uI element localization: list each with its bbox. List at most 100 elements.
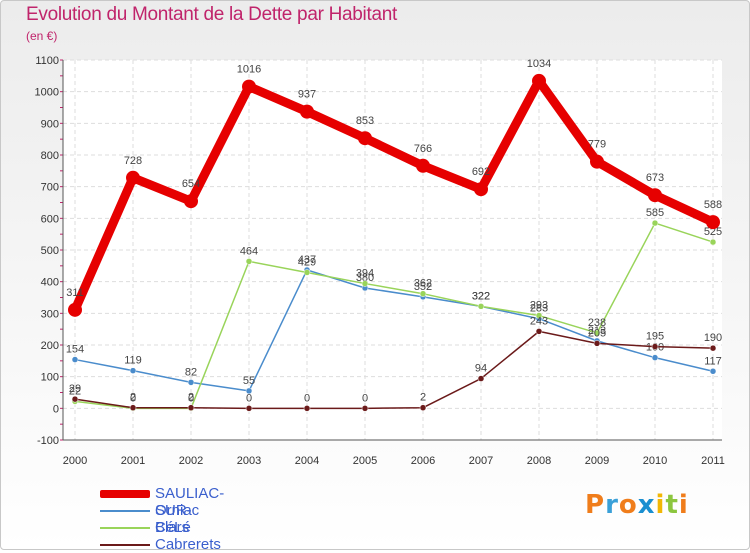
data-label: 195 bbox=[646, 331, 664, 343]
legend-swatch-cabrerets bbox=[100, 544, 150, 546]
data-label: 2 bbox=[420, 392, 426, 404]
data-point bbox=[184, 194, 198, 209]
data-point bbox=[361, 280, 369, 287]
data-point bbox=[593, 329, 601, 337]
x-tick-label: 2009 bbox=[585, 455, 609, 467]
data-label: 22 bbox=[69, 385, 81, 397]
logo-letter: o bbox=[618, 490, 638, 520]
data-point bbox=[68, 302, 82, 317]
y-tick-label: 0 bbox=[53, 403, 59, 415]
data-label: 728 bbox=[124, 155, 142, 167]
y-tick-label: 800 bbox=[41, 150, 59, 162]
data-point bbox=[361, 405, 369, 412]
chart-title: Evolution du Montant de la Dette par Hab… bbox=[26, 4, 397, 25]
data-point bbox=[129, 404, 137, 411]
data-point bbox=[187, 379, 195, 386]
proxiti-logo: Proxiti bbox=[585, 490, 689, 520]
data-point bbox=[535, 328, 543, 335]
data-point bbox=[419, 404, 427, 411]
data-label: 464 bbox=[240, 245, 258, 257]
logo-letter: P bbox=[585, 490, 606, 520]
data-point bbox=[709, 344, 717, 352]
data-point bbox=[532, 73, 546, 88]
data-label: 94 bbox=[475, 363, 487, 375]
series-line bbox=[70, 76, 718, 315]
data-label: 154 bbox=[66, 344, 84, 356]
y-tick-label: 500 bbox=[41, 245, 59, 257]
data-label: 362 bbox=[414, 278, 432, 290]
x-tick-label: 2000 bbox=[63, 455, 87, 467]
data-label: 0 bbox=[304, 392, 310, 404]
data-label: 525 bbox=[704, 226, 722, 238]
legend-swatch-sauliac bbox=[100, 490, 150, 498]
data-point bbox=[651, 219, 659, 227]
data-label: 55 bbox=[243, 375, 255, 387]
data-label: 429 bbox=[298, 256, 316, 268]
y-tick-label: 1000 bbox=[35, 87, 59, 99]
data-label: 117 bbox=[704, 355, 722, 367]
data-point bbox=[590, 154, 604, 169]
legend-swatch-orniac bbox=[100, 510, 150, 512]
data-point bbox=[419, 290, 427, 297]
x-tick-label: 2005 bbox=[353, 455, 377, 467]
data-label: 673 bbox=[646, 172, 664, 184]
y-tick-label: 300 bbox=[41, 308, 59, 320]
data-point bbox=[651, 343, 659, 350]
data-label: 190 bbox=[704, 332, 722, 344]
x-tick-label: 2006 bbox=[411, 455, 435, 467]
x-tick-label: 2010 bbox=[643, 455, 667, 467]
data-label: 585 bbox=[646, 207, 664, 219]
legend-label-orniac: Orniac bbox=[155, 502, 200, 519]
data-point bbox=[245, 405, 253, 412]
data-label: 82 bbox=[185, 366, 197, 378]
data-label: 0 bbox=[246, 392, 252, 404]
data-label: 243 bbox=[530, 315, 548, 327]
y-tick-label: 400 bbox=[41, 277, 59, 289]
logo-letter: i bbox=[678, 490, 689, 520]
data-label: 692 bbox=[472, 166, 490, 178]
data-point bbox=[477, 303, 485, 310]
data-label: 588 bbox=[704, 199, 722, 211]
data-point bbox=[535, 312, 543, 319]
x-tick-label: 2011 bbox=[701, 455, 725, 467]
unit-label: (en €) bbox=[26, 29, 58, 43]
data-label: 205 bbox=[588, 327, 606, 339]
x-tick-label: 2003 bbox=[237, 455, 261, 467]
logo-letter: t bbox=[665, 490, 679, 520]
data-label: 654 bbox=[182, 178, 200, 190]
data-point bbox=[477, 375, 485, 382]
data-label: 937 bbox=[298, 89, 316, 101]
data-label: 322 bbox=[472, 290, 490, 302]
data-point bbox=[129, 367, 137, 374]
x-tick-label: 2001 bbox=[121, 455, 145, 467]
y-tick-label: -100 bbox=[37, 435, 59, 447]
legend-label-sauliac: SAULIAC-SUR-CéLé bbox=[155, 485, 225, 536]
y-tick-label: 1100 bbox=[35, 55, 59, 67]
legend-label-blars: Blars bbox=[155, 519, 190, 536]
data-point bbox=[126, 170, 140, 185]
data-point bbox=[648, 188, 662, 203]
logo-letter: i bbox=[655, 490, 666, 520]
data-point bbox=[416, 158, 430, 173]
legend-swatch-blars bbox=[100, 527, 150, 529]
y-tick-label: 700 bbox=[41, 182, 59, 194]
x-tick-label: 2007 bbox=[469, 455, 493, 467]
data-label: 119 bbox=[124, 355, 142, 367]
data-label: 311 bbox=[66, 287, 84, 299]
data-point bbox=[706, 215, 720, 230]
data-point bbox=[245, 387, 253, 395]
data-label: 1034 bbox=[527, 58, 551, 70]
data-label: 380 bbox=[356, 272, 374, 284]
data-point bbox=[187, 404, 195, 411]
data-point bbox=[593, 340, 601, 347]
data-label: 29 bbox=[69, 383, 81, 395]
data-point bbox=[242, 79, 256, 94]
y-tick-label: 600 bbox=[41, 213, 59, 225]
data-label: 853 bbox=[356, 115, 374, 127]
x-tick-label: 2004 bbox=[295, 455, 319, 467]
x-tick-label: 2008 bbox=[527, 455, 551, 467]
data-label: 766 bbox=[414, 143, 432, 155]
data-point bbox=[358, 131, 372, 146]
data-label: 0 bbox=[188, 392, 194, 404]
data-label: 2 bbox=[188, 392, 194, 404]
